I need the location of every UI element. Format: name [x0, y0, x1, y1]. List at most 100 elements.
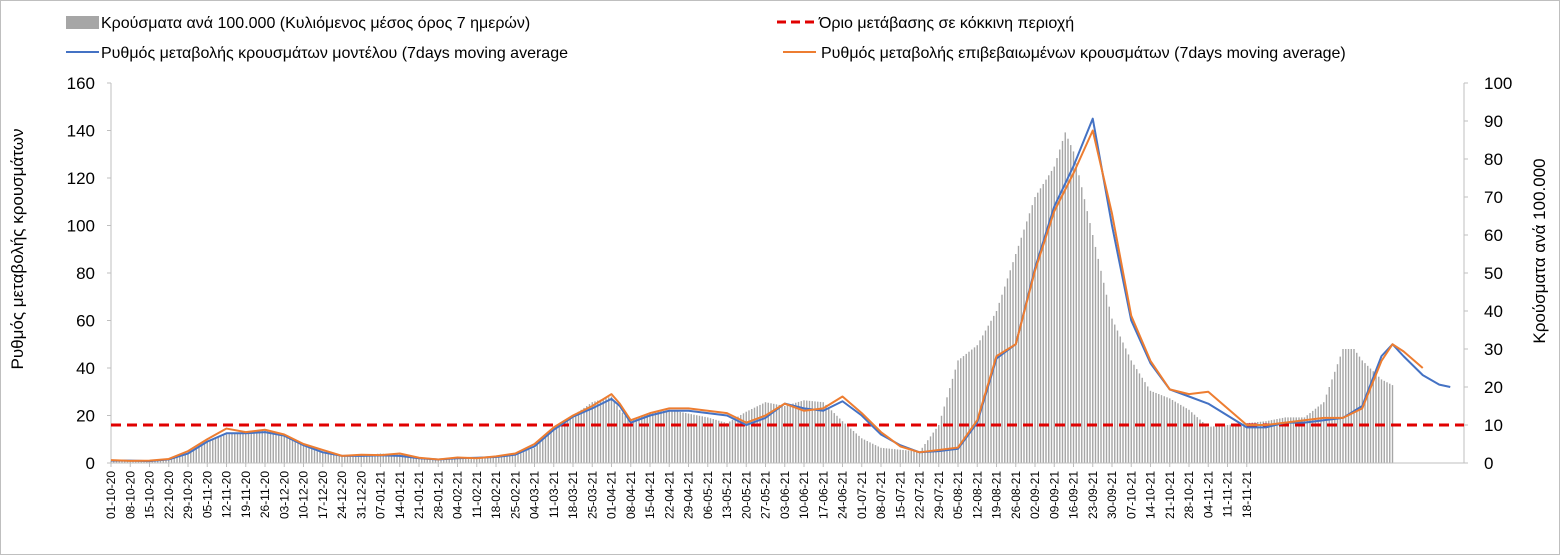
x-tick-label: 15-07-21 — [893, 471, 907, 519]
bar — [1281, 417, 1284, 463]
legend-item-model[interactable]: Ρυθμός μεταβολής κρουσμάτων μοντέλου (7d… — [66, 45, 568, 62]
bar — [506, 456, 508, 463]
x-tick-label: 02-09-21 — [1028, 471, 1042, 519]
bar — [569, 417, 571, 463]
bar — [795, 402, 797, 463]
x-tick-label: 18-11-21 — [1240, 471, 1254, 518]
bar — [410, 456, 412, 463]
legend-label-threshold: Όριο μετάβασης σε κόκκινη περιοχή — [818, 15, 1074, 32]
right-axis-title: Κρούσματα ανά 100.000 — [1530, 158, 1549, 343]
legend-item-bars[interactable]: Κρούσματα ανά 100.000 (Κυλιόμενος μέσος … — [66, 15, 530, 32]
bar — [610, 396, 613, 463]
x-tick-label: 29-04-21 — [682, 471, 696, 519]
bar — [1004, 286, 1006, 463]
bar — [157, 460, 159, 463]
bar — [1026, 221, 1028, 463]
bar — [489, 457, 492, 463]
x-tick-label: 29-10-20 — [181, 471, 195, 519]
legend-item-confirmed[interactable]: Ρυθμός μεταβολής επιβεβαιωμένων κρουσμάτ… — [783, 45, 1346, 62]
bar — [1378, 376, 1380, 463]
bar — [379, 453, 382, 463]
bar — [726, 423, 728, 463]
bar — [393, 454, 395, 463]
legend-item-threshold[interactable]: Όριο μετάβασης σε κόκκινη περιοχή — [777, 15, 1074, 32]
bar — [872, 443, 874, 463]
bar — [1141, 377, 1143, 463]
bar — [646, 414, 648, 463]
x-tick-label: 04-02-21 — [451, 471, 465, 519]
x-tick-label: 24-06-21 — [836, 471, 850, 519]
x-tick-label: 17-12-20 — [316, 471, 330, 519]
bar — [322, 451, 324, 463]
bar — [1350, 349, 1352, 463]
bar — [1303, 417, 1306, 463]
bar — [126, 460, 129, 463]
bar — [531, 448, 533, 463]
x-tick-label: 08-10-20 — [123, 471, 137, 519]
bar — [190, 451, 192, 463]
bar — [806, 400, 808, 463]
bar — [707, 417, 709, 463]
bar — [1306, 415, 1308, 463]
bar — [212, 439, 214, 463]
bar — [242, 432, 244, 463]
bar — [789, 404, 791, 463]
bar — [522, 452, 525, 463]
bar — [880, 447, 882, 463]
bar — [1380, 379, 1383, 463]
bar — [627, 418, 629, 463]
bar — [1059, 149, 1061, 463]
bar — [418, 457, 420, 463]
bar — [465, 457, 467, 463]
bar — [676, 411, 679, 463]
x-tick-label: 22-10-20 — [162, 471, 176, 519]
bar — [1108, 306, 1110, 463]
bar — [751, 408, 753, 463]
bar — [459, 457, 461, 463]
bar — [613, 400, 615, 463]
right-tick-label: 70 — [1484, 188, 1503, 207]
bar — [1061, 140, 1064, 463]
x-tick-label: 23-09-21 — [1086, 471, 1100, 519]
bar — [201, 445, 203, 463]
bar — [1262, 421, 1264, 463]
bar — [291, 438, 294, 463]
bar — [619, 409, 621, 463]
bar — [184, 454, 186, 463]
bar — [1086, 211, 1088, 463]
bar — [1053, 166, 1055, 463]
bar — [1284, 417, 1286, 463]
bar — [297, 441, 299, 463]
bar — [1031, 205, 1033, 463]
left-tick-label: 0 — [86, 454, 95, 473]
bar — [533, 447, 536, 463]
right-tick-label: 50 — [1484, 264, 1503, 283]
bar — [784, 406, 786, 463]
bar — [907, 450, 910, 463]
bar — [1133, 364, 1135, 463]
bar — [759, 404, 761, 463]
x-tick-label: 26-08-21 — [1009, 471, 1023, 519]
bar — [272, 432, 274, 463]
bar — [679, 411, 681, 463]
bar — [990, 320, 992, 463]
x-tick-label: 21-10-21 — [1163, 471, 1177, 519]
left-tick-label: 60 — [76, 312, 95, 331]
bar — [484, 457, 486, 463]
bar — [1119, 336, 1121, 463]
bar — [236, 433, 239, 463]
bar — [833, 413, 835, 463]
bar — [715, 419, 717, 463]
bar — [192, 450, 195, 463]
bar — [319, 450, 321, 463]
bar — [399, 454, 401, 463]
bar — [1105, 294, 1108, 463]
bar — [357, 455, 360, 463]
bar — [355, 455, 357, 463]
bar — [1345, 349, 1347, 463]
bar — [1103, 282, 1105, 463]
x-tick-label: 03-06-21 — [778, 471, 792, 519]
bar — [349, 455, 351, 463]
